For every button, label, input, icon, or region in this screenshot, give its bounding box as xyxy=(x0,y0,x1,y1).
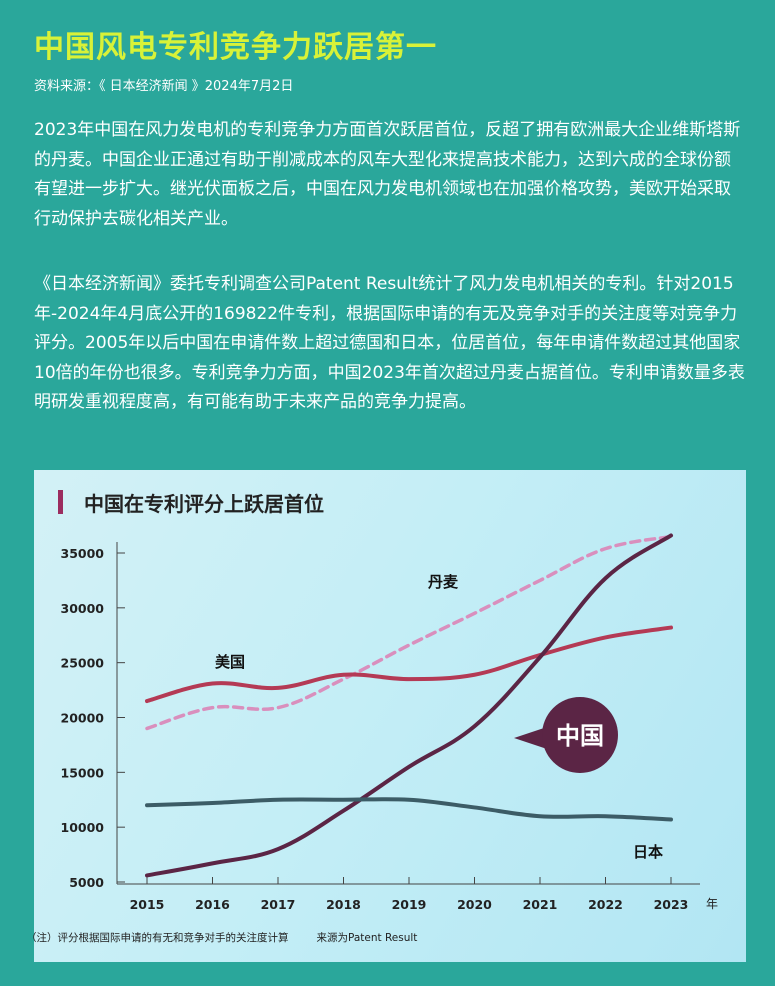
chart-title-marker xyxy=(58,490,63,514)
y-tick-label: 25000 xyxy=(61,656,105,671)
series-label: 日本 xyxy=(633,843,663,861)
series-line-3 xyxy=(145,797,673,822)
series-line-2 xyxy=(145,533,673,878)
x-tick-label: 2016 xyxy=(195,897,230,912)
chart-footnote: （注）评分根据国际申请的有无和竞争对手的关注度计算 来源为Patent Resul… xyxy=(26,930,417,945)
chart-title: 中国在专利评分上跃居首位 xyxy=(84,492,324,516)
series-label: 丹麦 xyxy=(428,573,459,591)
footnote-text: （注）评分根据国际申请的有无和竞争对手的关注度计算 xyxy=(26,932,289,944)
china-callout: 中国 xyxy=(514,697,618,773)
x-tick-label: 2017 xyxy=(261,897,296,912)
x-axis-unit: 年 xyxy=(706,897,718,911)
footnote-source: 来源为Patent Result xyxy=(316,932,418,944)
x-tick-label: 2021 xyxy=(523,897,558,912)
y-tick-label: 10000 xyxy=(61,820,105,835)
article-paragraph-1: 2023年中国在风力发电机的专利竞争力方面首次跃居首位，反超了拥有欧洲最大企业维… xyxy=(34,120,741,229)
chart-panel xyxy=(34,470,746,962)
series-line-group xyxy=(145,533,673,878)
series-line-1 xyxy=(145,625,673,704)
page-title: 中国风电专利竞争力跃居第一 xyxy=(34,30,437,65)
source-line: 资料来源：《 日本经济新闻 》2024年7月2日 xyxy=(34,79,294,94)
x-tick-label: 2015 xyxy=(130,897,165,912)
y-tick-label: 35000 xyxy=(61,546,105,561)
x-tick-label: 2020 xyxy=(457,897,492,912)
x-tick-label: 2022 xyxy=(588,897,623,912)
x-tick-group: 2015 2016 2017 2018 2019 2020 2021 2022 2023 年 xyxy=(130,877,718,912)
series-label: 中国 xyxy=(556,722,604,750)
x-tick-label: 2019 xyxy=(392,897,427,912)
x-tick-label: 2023 xyxy=(654,897,689,912)
y-tick-label: 20000 xyxy=(61,711,105,726)
y-tick-label: 5000 xyxy=(69,875,104,890)
y-tick-label: 15000 xyxy=(61,765,105,780)
y-tick-group: 5000 10000 15000 20000 25000 30000 35000 xyxy=(61,546,125,890)
series-line-0 xyxy=(145,534,673,731)
article-paragraph-2: 《日本经济新闻》委托专利调查公司Patent Result统计了风力发电机相关的… xyxy=(34,274,745,412)
callout-bubble xyxy=(542,697,618,773)
x-tick-label: 2018 xyxy=(326,897,361,912)
series-label: 美国 xyxy=(215,653,245,671)
y-tick-label: 30000 xyxy=(61,601,105,616)
